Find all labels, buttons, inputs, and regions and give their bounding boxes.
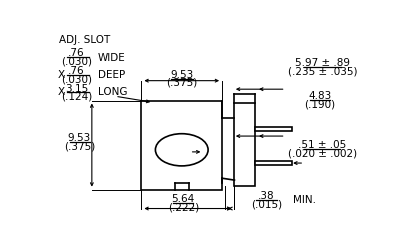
Text: (.020 ± .002): (.020 ± .002) [288, 148, 357, 158]
Text: (.124): (.124) [61, 92, 92, 102]
Text: MIN.: MIN. [293, 195, 316, 205]
Text: 9.53: 9.53 [68, 133, 91, 143]
Text: .51 ± .05: .51 ± .05 [298, 140, 346, 151]
Text: LONG: LONG [98, 87, 128, 97]
Text: (.235 ± .035): (.235 ± .035) [288, 67, 358, 77]
Text: ADJ. SLOT: ADJ. SLOT [59, 35, 110, 45]
Text: 3.15: 3.15 [65, 84, 88, 94]
Text: 9.53: 9.53 [170, 70, 193, 80]
Text: (.015): (.015) [251, 199, 282, 209]
Text: (.222): (.222) [168, 202, 199, 212]
Text: .76: .76 [68, 66, 85, 76]
Text: (.030): (.030) [61, 57, 92, 67]
Bar [255, 161, 292, 165]
Text: 5.64: 5.64 [172, 194, 195, 204]
Text: 4.83: 4.83 [308, 91, 331, 101]
Text: DEEP: DEEP [98, 70, 125, 80]
Text: X: X [58, 87, 65, 97]
Text: .38: .38 [258, 191, 275, 201]
Circle shape [155, 134, 208, 166]
Text: X: X [58, 70, 65, 80]
Bar [142, 101, 222, 190]
Bar [255, 127, 292, 131]
Text: (.375): (.375) [166, 78, 197, 88]
Text: .76: .76 [68, 48, 85, 58]
Text: (.190): (.190) [304, 99, 335, 109]
Text: WIDE: WIDE [98, 53, 126, 62]
Text: 5.97 ± .89: 5.97 ± .89 [295, 58, 350, 68]
Text: (.030): (.030) [61, 74, 92, 84]
Text: (.375): (.375) [64, 141, 95, 151]
Bar [234, 103, 254, 186]
